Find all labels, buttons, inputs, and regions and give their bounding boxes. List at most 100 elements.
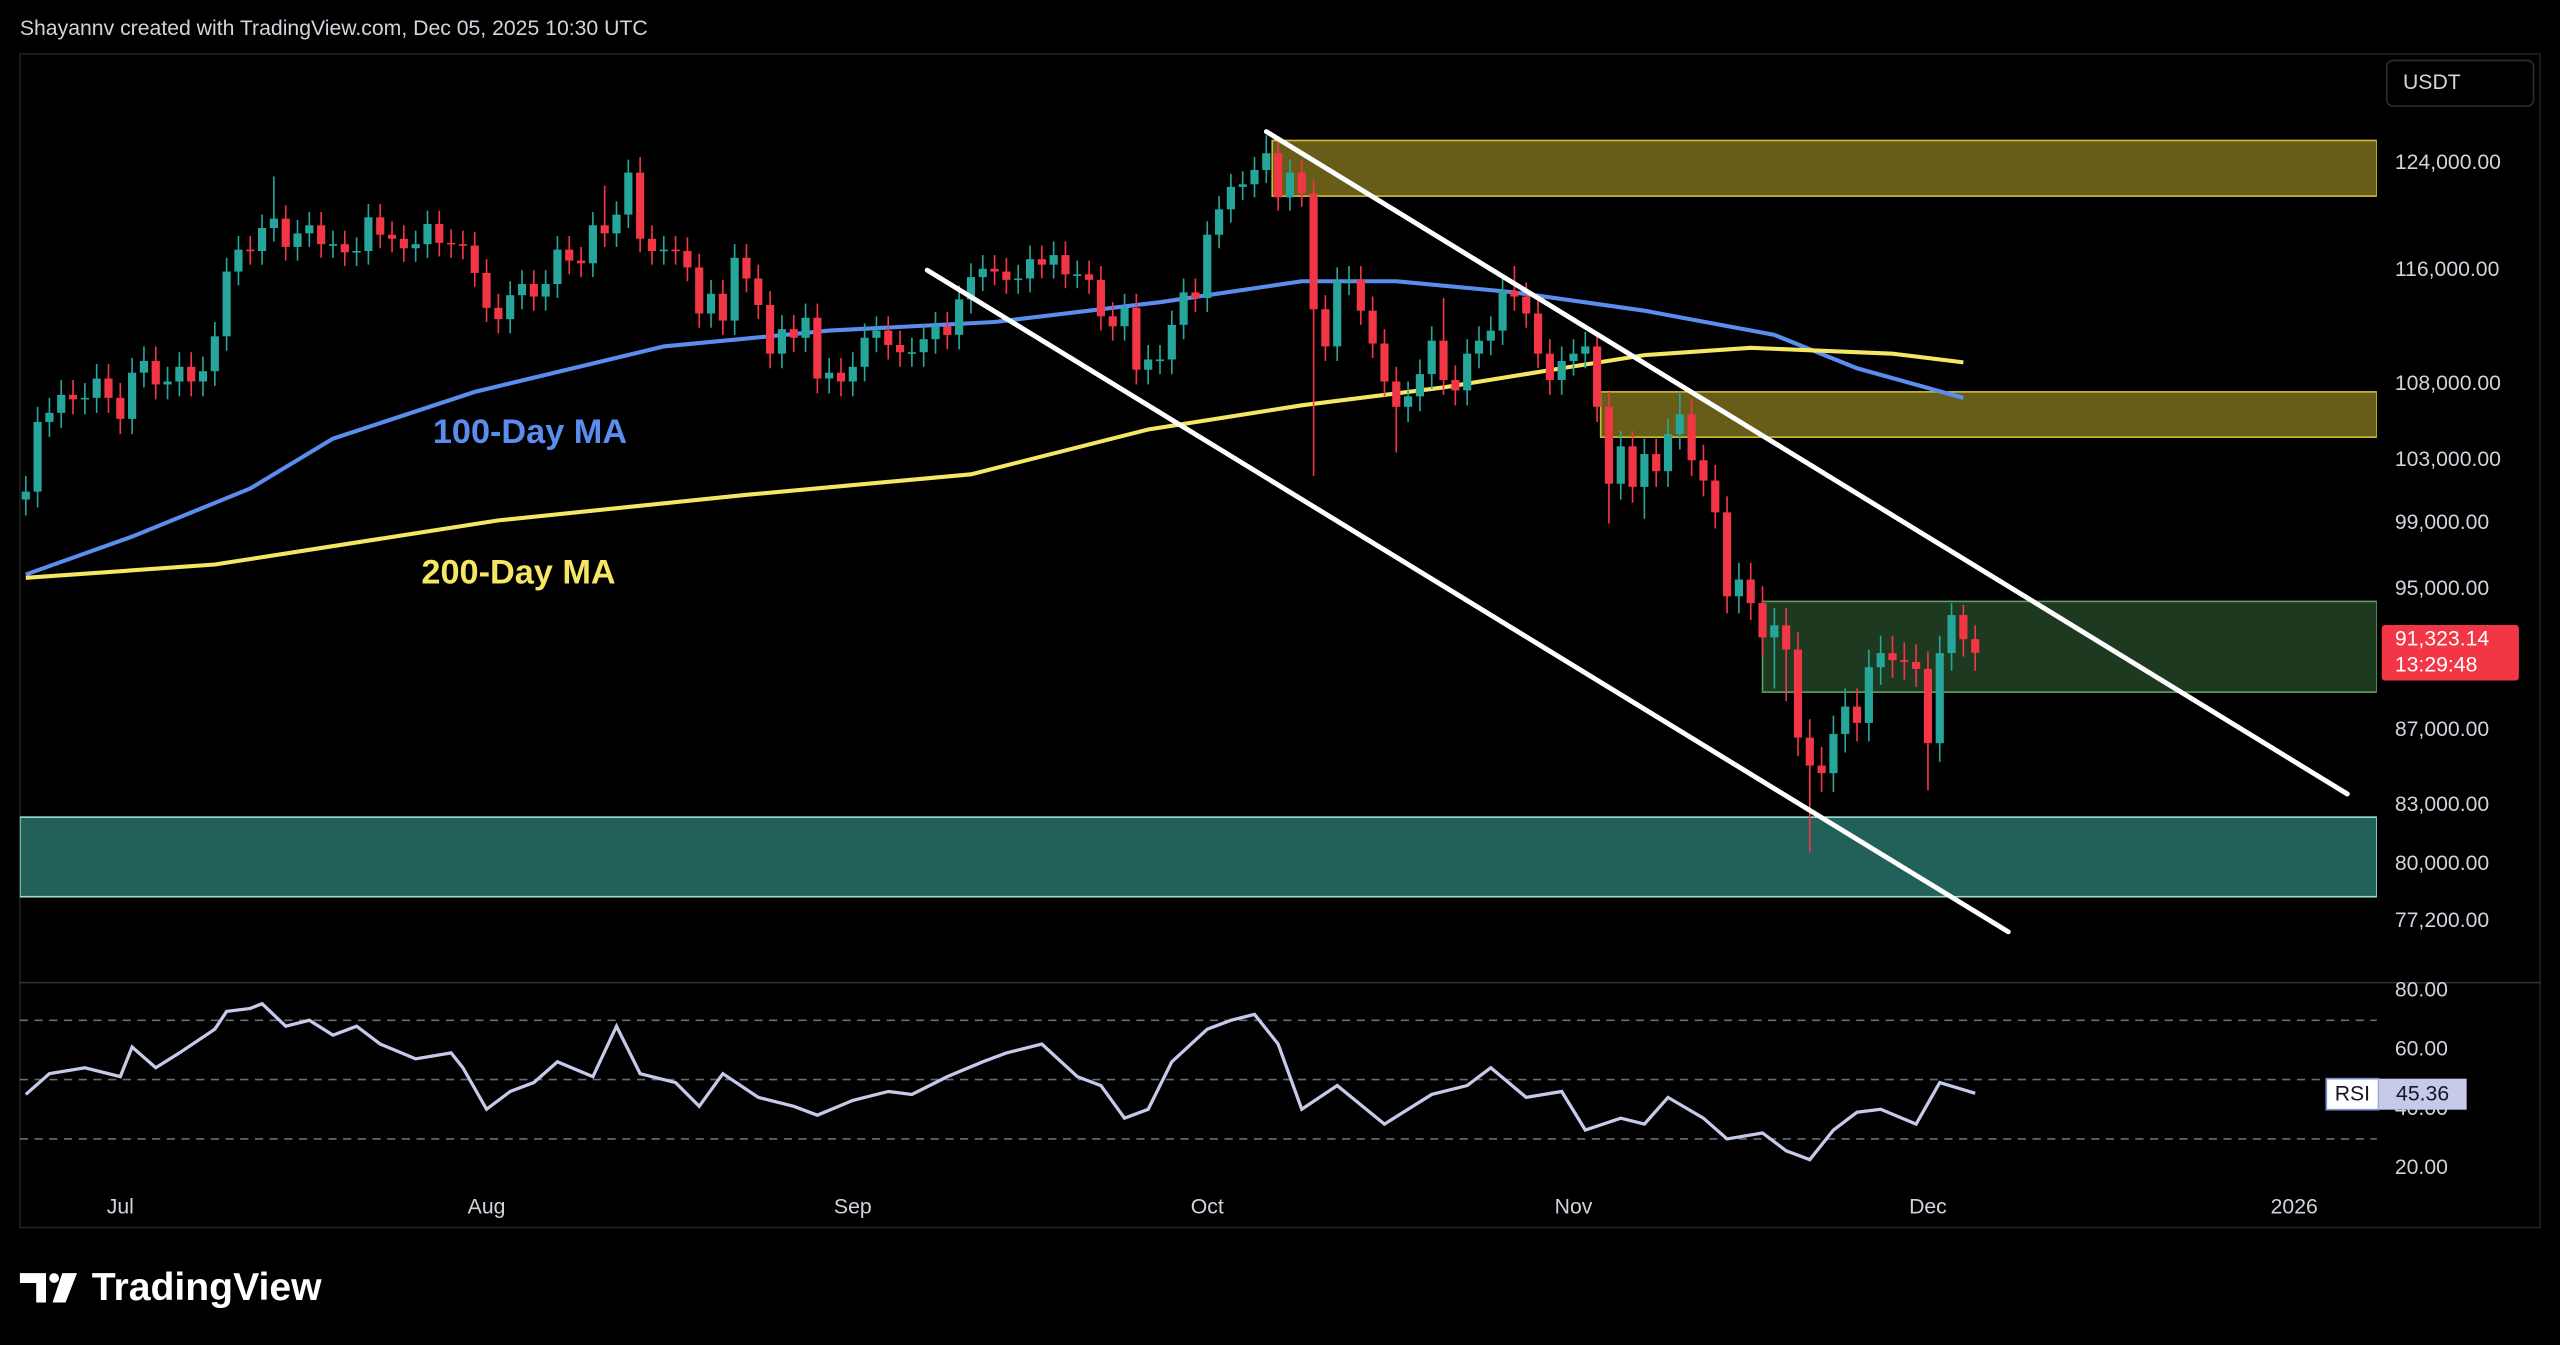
candle-body	[104, 378, 113, 398]
candle-body	[340, 244, 349, 253]
zone	[1761, 600, 2377, 693]
y-tick-label: 77,200.00	[2395, 909, 2489, 932]
last-price-label: 91,323.14	[2395, 627, 2490, 650]
candle-body	[1652, 454, 1661, 472]
candle-body	[1569, 353, 1578, 361]
candle-body	[210, 336, 219, 372]
moving-average-line	[25, 279, 1964, 577]
candle-body	[1604, 406, 1614, 484]
candle-body	[1333, 281, 1342, 347]
y-tick-label: 60.00	[2395, 1038, 2448, 1061]
candle-body	[1616, 446, 1625, 484]
candle-body	[269, 218, 278, 228]
candle-body	[80, 397, 89, 400]
candle-body	[895, 344, 905, 353]
moving-average-line	[25, 345, 1964, 580]
candle-body	[1593, 346, 1602, 407]
x-tick-label: Jul	[107, 1195, 134, 1218]
zone	[1271, 139, 2377, 197]
candle-body	[1238, 184, 1247, 187]
candle-body	[1959, 615, 1968, 640]
candle-body	[1214, 209, 1224, 235]
candle-body	[1427, 340, 1436, 375]
last-price-box	[2381, 624, 2519, 681]
candle-body	[33, 421, 42, 492]
candle-body	[1829, 733, 1838, 774]
candle-body	[1344, 279, 1354, 282]
candle-body	[884, 330, 893, 345]
brand-name: TradingView	[92, 1266, 322, 1309]
candle-body	[506, 295, 515, 320]
x-tick-label: Oct	[1191, 1195, 1224, 1218]
candle-body	[1876, 653, 1885, 668]
candle-body	[872, 330, 881, 338]
candle-body	[659, 249, 668, 252]
candle-body	[482, 272, 491, 308]
y-tick-label: 116,000.00	[2395, 258, 2500, 281]
candle-body	[825, 372, 834, 379]
candle-body	[730, 257, 739, 321]
candle-body	[1463, 353, 1472, 391]
candle-body	[1852, 706, 1862, 723]
candle-body	[1545, 353, 1554, 381]
candle-body	[1392, 381, 1401, 407]
candle-body	[1474, 340, 1484, 354]
price-pane	[19, 129, 2377, 935]
candle-body	[364, 217, 373, 251]
logo-mark	[49, 1273, 60, 1283]
candle-body	[281, 218, 290, 247]
candle-body	[222, 271, 231, 337]
candle-body	[198, 371, 208, 382]
y-tick-label: 108,000.00	[2395, 372, 2501, 395]
candle-body	[1533, 313, 1543, 354]
candle-body	[1073, 274, 1082, 276]
candle-body	[293, 233, 302, 247]
rsi-line	[24, 1001, 1976, 1162]
candle-body	[612, 214, 621, 234]
candle-body	[1061, 255, 1070, 275]
candle-body	[1581, 346, 1590, 354]
candle-body	[1380, 343, 1389, 382]
y-tick-label: 95,000.00	[2395, 577, 2489, 600]
candle-body	[1758, 603, 1767, 638]
candle-body	[1841, 706, 1850, 734]
candle-body	[1522, 296, 1531, 314]
candle-body	[68, 394, 78, 400]
indicator-value: 45.36	[2396, 1083, 2449, 1106]
candle-body	[1971, 639, 1980, 653]
candle-body	[636, 172, 645, 239]
y-tick-label: 103,000.00	[2395, 448, 2501, 471]
candle-body	[576, 260, 586, 264]
candle-body	[128, 372, 137, 419]
candle-body	[1226, 186, 1235, 210]
candle-body	[754, 278, 763, 306]
candle-body	[1274, 153, 1283, 198]
candle-body	[1935, 653, 1944, 744]
candle-body	[1132, 307, 1141, 370]
candle-body	[529, 284, 538, 297]
candle-body	[1309, 193, 1318, 310]
x-tick-label: Sep	[834, 1195, 872, 1218]
candle-body	[1900, 660, 1909, 662]
indicator-name: RSI	[2335, 1083, 2370, 1106]
candle-body	[1699, 460, 1708, 481]
candle-body	[1723, 512, 1732, 597]
candle-body	[376, 217, 385, 235]
candle-body	[328, 244, 338, 246]
candle-body	[187, 366, 196, 382]
candle-body	[1415, 374, 1424, 397]
trendline	[1263, 129, 2350, 797]
candle-body	[387, 234, 397, 239]
candle-body	[1037, 259, 1046, 265]
candle-body	[517, 284, 527, 296]
candle-body	[411, 244, 420, 249]
y-tick-label: 80.00	[2395, 978, 2448, 1001]
candle-body	[352, 250, 361, 253]
candle-body	[1096, 279, 1105, 317]
candle-body	[1451, 380, 1460, 391]
candle-body	[163, 381, 172, 385]
candle-body	[423, 223, 432, 245]
axes: 100-Day MA 200-Day MA 124,000.00 116,000.00…	[107, 59, 2535, 1218]
candle-body	[1321, 309, 1330, 347]
